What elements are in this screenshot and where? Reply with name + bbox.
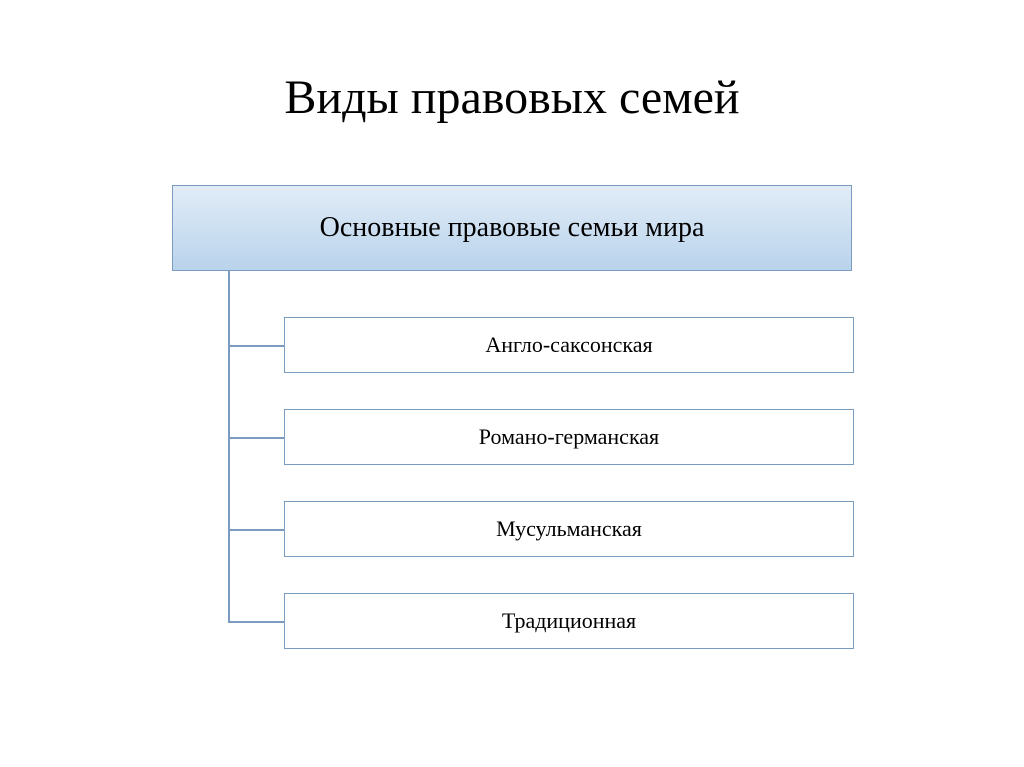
root-node-label: Основные правовые семьи мира	[320, 212, 705, 244]
connector-trunk	[228, 271, 230, 621]
child-node-3: Традиционная	[284, 593, 854, 649]
connector-branch-3	[228, 621, 284, 623]
child-node-label: Романо-германская	[479, 424, 659, 450]
connector-branch-1	[228, 437, 284, 439]
connector-branch-2	[228, 529, 284, 531]
child-node-2: Мусульманская	[284, 501, 854, 557]
child-node-label: Традиционная	[502, 608, 636, 634]
child-node-label: Мусульманская	[496, 516, 642, 542]
connector-branch-0	[228, 345, 284, 347]
root-node: Основные правовые семьи мира	[172, 185, 852, 271]
page-title: Виды правовых семей	[0, 0, 1024, 125]
child-node-label: Англо-саксонская	[485, 332, 652, 358]
child-node-0: Англо-саксонская	[284, 317, 854, 373]
child-node-1: Романо-германская	[284, 409, 854, 465]
